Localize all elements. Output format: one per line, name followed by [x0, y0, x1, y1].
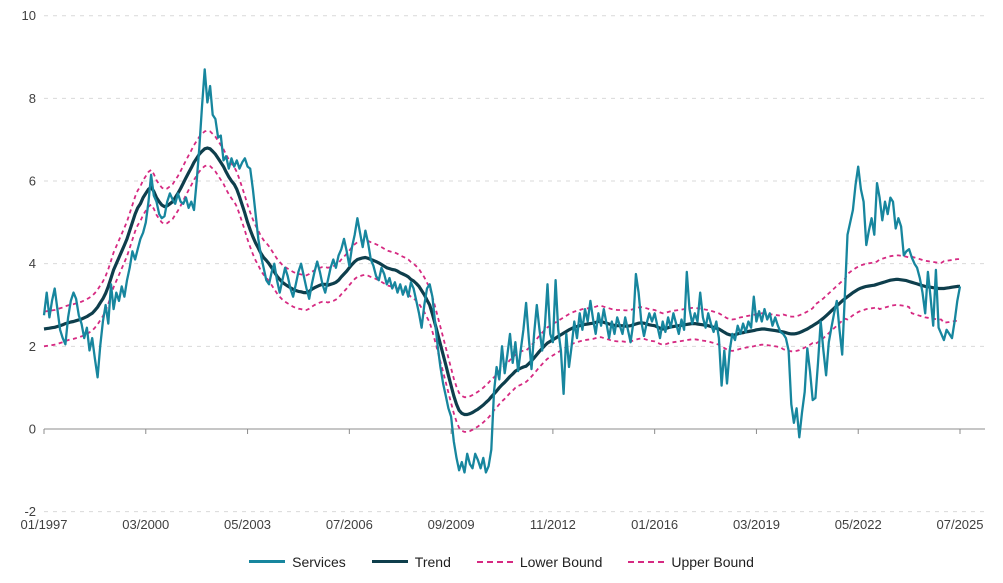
- axes: [43, 428, 985, 434]
- x-axis-label-05/2003: 05/2003: [224, 517, 271, 532]
- x-axis-label-07/2025: 07/2025: [937, 517, 984, 532]
- x-axis-label-07/2006: 07/2006: [326, 517, 373, 532]
- trend-line-swatch: [371, 560, 408, 563]
- y-axis-label--2: -2: [24, 504, 36, 519]
- lower-bound-line-swatch: [476, 560, 513, 563]
- upper-bound-line-swatch: [628, 560, 665, 563]
- series-lines: [42, 68, 962, 474]
- services-line: [42, 68, 962, 474]
- services-line-swatch: [249, 560, 286, 563]
- x-axis-label-09/2009: 09/2009: [428, 517, 475, 532]
- y-axis-label-8: 8: [29, 91, 36, 106]
- x-axis-label-05/2022: 05/2022: [835, 517, 882, 532]
- legend-item-services: Services: [249, 554, 346, 570]
- chart-legend: Services Trend Lower Bound Upper Bound: [0, 540, 1003, 583]
- trend-line: [43, 146, 960, 417]
- x-axis-label-01/1997: 01/1997: [21, 517, 68, 532]
- x-axis-label-01/2016: 01/2016: [631, 517, 678, 532]
- x-axis-label-11/2012: 11/2012: [530, 517, 576, 532]
- legend-label-services: Services: [292, 553, 346, 570]
- legend-item-upper-bound: Upper Bound: [628, 554, 754, 570]
- upper-bound-line: [43, 129, 960, 399]
- legend-label-lower-bound: Lower Bound: [519, 553, 603, 570]
- legend-label-upper-bound: Upper Bound: [671, 553, 754, 570]
- y-axis-label-0: 0: [29, 422, 36, 437]
- legend-label-trend: Trend: [414, 553, 451, 570]
- y-axis-label-6: 6: [29, 174, 36, 189]
- chart-canvas: 10 8 6 4 2 0 -201/1997 03/2000 05/2003 07/2006 09/…: [21, 8, 985, 532]
- x-axis-label-03/2019: 03/2019: [733, 517, 780, 532]
- legend-item-lower-bound: Lower Bound: [476, 553, 603, 570]
- legend-item-trend: Trend: [371, 553, 451, 570]
- x-axis-label-03/2000: 03/2000: [122, 517, 169, 532]
- gridlines: [44, 15, 985, 513]
- axis-labels: 10 8 6 4 2 0 -201/1997 03/2000 05/2003 07/2006 09/…: [21, 8, 984, 532]
- y-axis-label-10: 10: [22, 8, 36, 23]
- y-axis-label-4: 4: [29, 256, 36, 271]
- y-axis-label-2: 2: [29, 339, 36, 354]
